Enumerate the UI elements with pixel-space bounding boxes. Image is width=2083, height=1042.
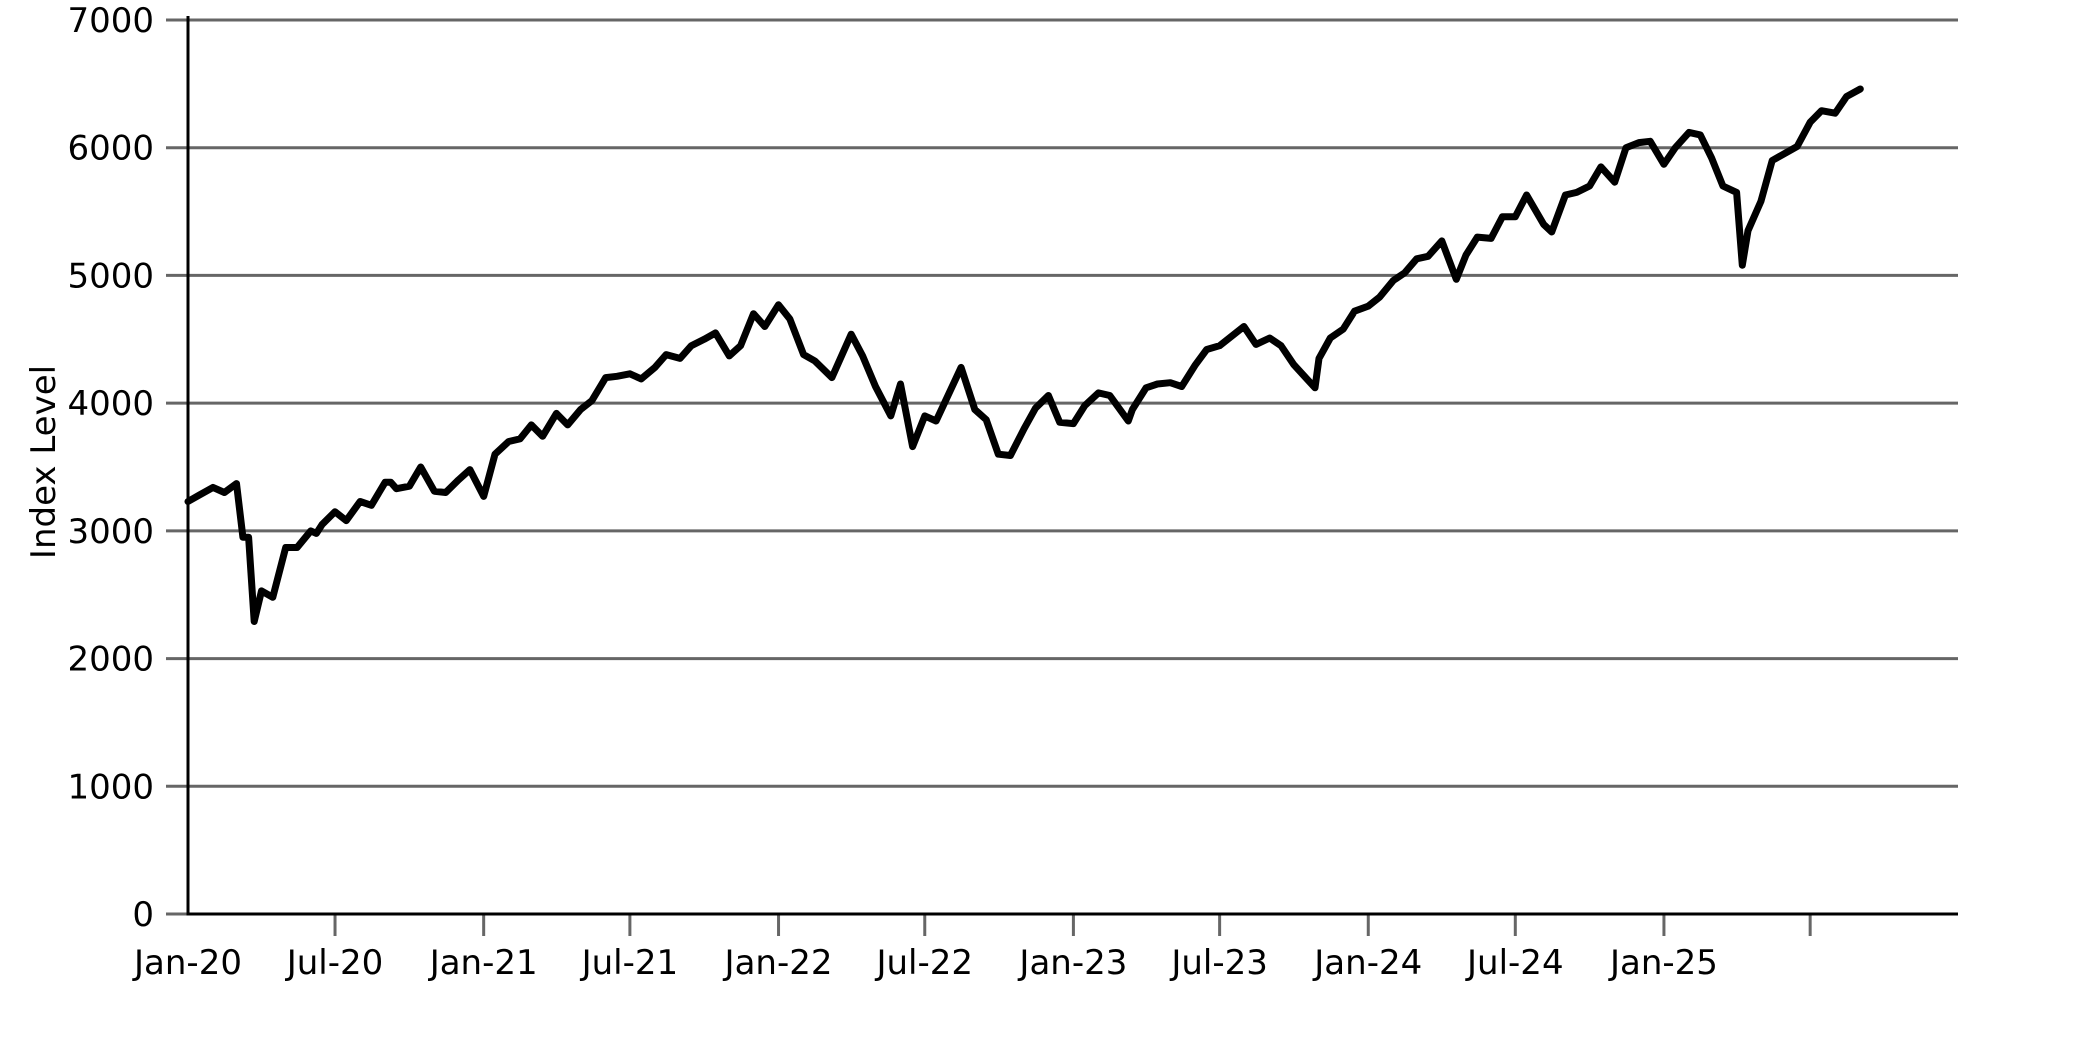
x-tick-label: Jul-20: [285, 943, 384, 983]
x-tick-label: Jul-24: [1465, 943, 1564, 983]
plot-area: [184, 85, 1864, 625]
x-tick-label: Jul-21: [580, 943, 679, 983]
tick-labels: 0 1000 2000 3000 4000 5000 6000 7000 Jan-20 Jul-2…: [67, 1, 1717, 983]
x-tick-label: Jan-20: [132, 943, 242, 983]
y-tick-label: 2000: [67, 640, 154, 680]
x-tick-label: Jul-22: [874, 943, 973, 983]
gridlines: [188, 18, 1958, 788]
y-tick-label: 7000: [67, 1, 154, 41]
x-tick-label: Jul-23: [1169, 943, 1268, 983]
x-tick-label: Jan-21: [428, 943, 538, 983]
y-tick-label: 5000: [67, 256, 154, 296]
y-tick-label: 3000: [67, 512, 154, 552]
series-line: [184, 85, 1864, 625]
x-tick-label: Jan-22: [723, 943, 833, 983]
x-tick-label: Jan-23: [1017, 943, 1127, 983]
y-tick-label: 6000: [67, 129, 154, 169]
x-tick-label: Jan-24: [1312, 943, 1422, 983]
x-tick-label: Jan-25: [1608, 943, 1718, 983]
axes: [166, 16, 1958, 936]
y-tick-label: 4000: [67, 384, 154, 424]
y-axis-title: Index Level: [24, 365, 64, 559]
y-tick-label: 0: [132, 895, 154, 935]
y-tick-label: 1000: [67, 767, 154, 807]
